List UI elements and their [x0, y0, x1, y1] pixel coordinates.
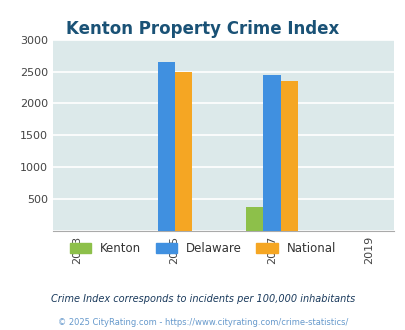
Text: © 2025 CityRating.com - https://www.cityrating.com/crime-statistics/: © 2025 CityRating.com - https://www.city…	[58, 318, 347, 327]
Text: Crime Index corresponds to incidents per 100,000 inhabitants: Crime Index corresponds to incidents per…	[51, 294, 354, 304]
Bar	[246, 207, 263, 231]
Legend: Kenton, Delaware, National: Kenton, Delaware, National	[65, 237, 340, 260]
Text: Kenton Property Crime Index: Kenton Property Crime Index	[66, 20, 339, 38]
Bar	[263, 75, 280, 231]
Bar	[157, 62, 174, 231]
Bar	[280, 81, 297, 231]
Bar	[174, 72, 191, 231]
